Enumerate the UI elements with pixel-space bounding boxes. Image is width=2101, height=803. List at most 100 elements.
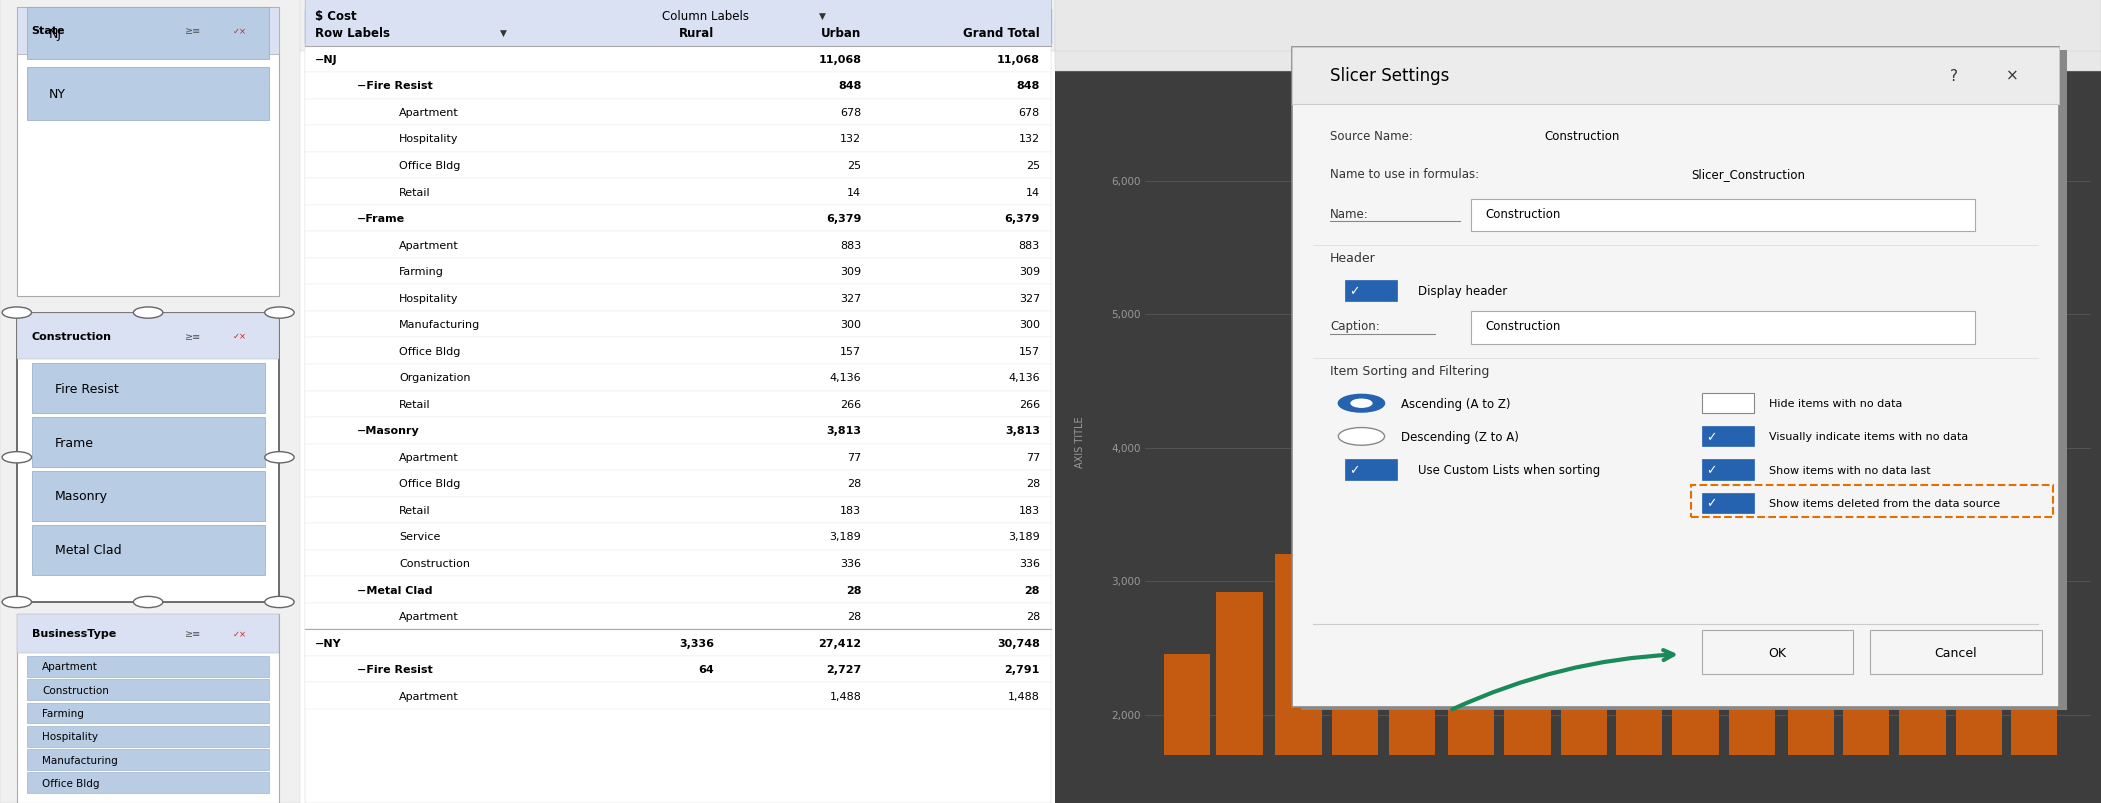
Bar	[1471, 199, 1975, 231]
Bar	[1389, 573, 1435, 755]
Circle shape	[134, 308, 164, 319]
Bar	[1055, 0, 2101, 803]
Text: 3,189: 3,189	[830, 532, 861, 542]
Bar	[1345, 281, 1397, 301]
Text: 4,000: 4,000	[1111, 443, 1141, 454]
FancyArrowPatch shape	[1452, 650, 1672, 710]
Text: Service: Service	[399, 532, 441, 542]
Circle shape	[265, 597, 294, 608]
Text: 132: 132	[840, 134, 861, 145]
Bar	[305, 153, 1050, 179]
Text: 336: 336	[1019, 558, 1040, 569]
Bar	[305, 497, 1050, 524]
Bar	[1691, 485, 2053, 517]
Bar	[27, 772, 269, 793]
Text: Hide items with no data: Hide items with no data	[1769, 399, 1901, 409]
Text: 309: 309	[1019, 267, 1040, 277]
Text: 25: 25	[1025, 161, 1040, 171]
Bar	[27, 68, 269, 120]
Bar	[305, 683, 1050, 709]
Text: ≥≡: ≥≡	[185, 629, 202, 638]
Text: 678: 678	[840, 108, 861, 118]
Circle shape	[2, 597, 32, 608]
Circle shape	[2, 452, 32, 463]
Bar	[32, 525, 265, 575]
Bar	[1504, 605, 1551, 755]
Circle shape	[1338, 395, 1385, 413]
Text: 327: 327	[1019, 293, 1040, 304]
Text: Retail: Retail	[399, 505, 431, 516]
Bar	[1292, 48, 2059, 104]
Text: Caption:: Caption:	[1330, 320, 1380, 333]
Bar	[1956, 636, 2002, 755]
Text: 28: 28	[1025, 479, 1040, 489]
Text: 64: 64	[700, 664, 714, 675]
Text: Office Bldg: Office Bldg	[399, 161, 460, 171]
Bar	[305, 259, 1050, 285]
Text: 848: 848	[1017, 81, 1040, 92]
Text: 883: 883	[1019, 240, 1040, 251]
Text: 11,068: 11,068	[998, 55, 1040, 65]
Text: 2,727: 2,727	[826, 664, 861, 675]
Bar	[305, 206, 1050, 232]
Bar	[1788, 617, 1834, 755]
Text: Metal Clad: Metal Clad	[55, 544, 122, 556]
Text: 848: 848	[838, 81, 861, 92]
Text: ▼: ▼	[819, 12, 826, 21]
Text: 5,000: 5,000	[1111, 310, 1141, 320]
Text: ✓: ✓	[1706, 463, 1717, 476]
Text: 132: 132	[1019, 134, 1040, 145]
Bar	[1843, 580, 1889, 755]
Text: Construction: Construction	[1544, 130, 1620, 143]
Bar	[1899, 536, 1946, 755]
Text: 77: 77	[847, 452, 861, 463]
Text: Construction: Construction	[1485, 320, 1561, 333]
Text: 28: 28	[1025, 585, 1040, 595]
Text: 1,488: 1,488	[1008, 691, 1040, 701]
Bar	[305, 630, 1050, 656]
Text: NJ: NJ	[48, 28, 61, 41]
Text: Construction: Construction	[32, 332, 111, 341]
Text: ✓×: ✓×	[233, 26, 248, 36]
Text: Construction: Construction	[1485, 207, 1561, 220]
Bar	[0, 0, 2101, 52]
Text: −NY: −NY	[315, 638, 342, 648]
Text: Grand Total: Grand Total	[962, 27, 1040, 40]
Text: Showing East Region 2021: Showing East Region 2021	[1433, 87, 1723, 106]
Bar	[2011, 585, 2057, 755]
Circle shape	[265, 308, 294, 319]
Bar	[305, 656, 1050, 683]
Bar	[305, 47, 1050, 73]
Bar	[305, 550, 1050, 577]
Bar	[305, 365, 1050, 391]
Text: 28: 28	[847, 479, 861, 489]
Text: OK: OK	[1769, 646, 1786, 659]
Text: ≥≡: ≥≡	[185, 332, 202, 341]
Text: Hospitality: Hospitality	[42, 732, 99, 741]
Text: 4,136: 4,136	[830, 373, 861, 383]
Text: 30,748: 30,748	[998, 638, 1040, 648]
Bar	[0, 0, 300, 803]
Text: Apartment: Apartment	[399, 691, 458, 701]
Text: Office Bldg: Office Bldg	[399, 346, 460, 357]
Bar	[305, 577, 1050, 603]
Text: 183: 183	[1019, 505, 1040, 516]
Circle shape	[2, 308, 32, 319]
Bar	[17, 614, 279, 803]
Text: ▼: ▼	[500, 29, 506, 38]
Text: Office Bldg: Office Bldg	[42, 778, 99, 788]
Text: −Fire Resist: −Fire Resist	[357, 664, 433, 675]
Text: Source Name:: Source Name:	[1330, 130, 1412, 143]
Bar	[1702, 427, 1754, 447]
Bar	[1702, 393, 1754, 414]
Bar	[1448, 523, 1494, 755]
Text: Frame: Frame	[55, 436, 95, 449]
Bar	[1292, 48, 2059, 707]
Bar	[305, 100, 1050, 126]
Circle shape	[265, 452, 294, 463]
Bar	[27, 703, 269, 724]
Text: 25: 25	[847, 161, 861, 171]
Text: 6,379: 6,379	[826, 214, 861, 224]
Bar	[1561, 560, 1607, 755]
Text: Urban: Urban	[821, 27, 861, 40]
